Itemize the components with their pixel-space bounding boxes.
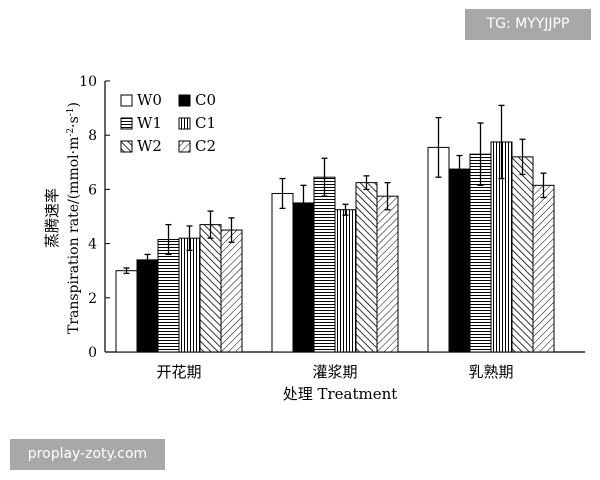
bar-c0-1 xyxy=(136,259,159,353)
x-category-labels: 开花期 灌浆期 乳熟期 xyxy=(156,363,513,381)
legend-label-w2: W2 xyxy=(137,137,162,155)
x-axis-title: 处理 Treatment xyxy=(283,385,398,403)
y-axis-title-cn: 蒸腾速率 xyxy=(43,188,61,248)
bar-w1-2 xyxy=(313,176,336,353)
error-bar-w1-2 xyxy=(321,157,328,197)
x-category-label: 乳熟期 xyxy=(468,363,513,381)
y-tick-label: 6 xyxy=(88,182,97,198)
error-bar-w0-2 xyxy=(279,177,286,210)
legend-label-w0: W0 xyxy=(137,91,162,109)
legend-label-w1: W1 xyxy=(137,114,162,132)
y-tick-label: 8 xyxy=(88,128,97,144)
watermark-top: TG: MYYJJPP xyxy=(465,9,591,40)
bar-c1-1 xyxy=(178,237,201,353)
legend-swatch-c0 xyxy=(178,94,191,107)
legend-swatch-c1 xyxy=(178,117,191,130)
bar-c0-3 xyxy=(448,168,471,353)
legend: W0 C0 W1 C1 W2 C2 xyxy=(120,91,216,155)
legend-label-c2: C2 xyxy=(195,137,216,155)
bar-w2-3 xyxy=(511,156,534,353)
bar-c2-3 xyxy=(532,184,555,353)
bar-w0-2 xyxy=(271,192,294,353)
error-bar-w0-3 xyxy=(435,116,442,178)
legend-label-c1: C1 xyxy=(195,114,216,132)
y-axis-title-mid: ·s xyxy=(66,116,82,128)
watermark-bottom: proplay-zoty.com xyxy=(10,439,165,470)
x-category-label: 灌浆期 xyxy=(312,363,357,381)
y-tick-label: 10 xyxy=(79,74,97,90)
bar-c1-2 xyxy=(334,209,357,353)
legend-label-c0: C0 xyxy=(195,91,216,109)
error-bar-w1-3 xyxy=(477,122,484,186)
error-bar-w2-3 xyxy=(519,138,526,176)
legend-swatch-w2 xyxy=(120,140,133,153)
error-bar-c2-1 xyxy=(228,217,235,243)
bar-w0-1 xyxy=(115,270,138,353)
y-tick-label: 0 xyxy=(88,345,97,361)
legend-swatch-w1 xyxy=(120,117,133,130)
error-bar-c2-2 xyxy=(384,181,391,211)
y-axis-title-sup2: -1 xyxy=(66,107,76,116)
bar-w2-2 xyxy=(355,182,378,353)
error-bar-c0-2 xyxy=(300,184,307,222)
error-bar-c1-3 xyxy=(498,104,505,180)
error-bar-c1-1 xyxy=(186,225,193,252)
error-bar-w0-1 xyxy=(123,267,130,275)
y-ticks: 0 2 4 6 8 10 xyxy=(79,74,110,361)
error-bar-c0-1 xyxy=(144,253,151,266)
error-bar-c0-3 xyxy=(456,154,463,184)
error-bar-w1-1 xyxy=(165,223,172,256)
bar-c2-1 xyxy=(220,229,243,353)
bar-w1-1 xyxy=(157,239,180,353)
error-bar-w2-2 xyxy=(363,175,370,191)
y-tick-label: 4 xyxy=(88,237,97,253)
error-bar-c2-3 xyxy=(540,172,547,199)
error-bar-c1-2 xyxy=(342,203,349,216)
y-axis-title-en: Transpiration rate/(mmol·m xyxy=(66,137,82,334)
y-axis-title-end: ) xyxy=(66,102,82,107)
y-axis-title-sup1: -2 xyxy=(66,128,76,137)
y-axis-title: Transpiration rate/(mmol·m-2·s-1) xyxy=(66,102,82,334)
legend-swatch-c2 xyxy=(178,140,191,153)
bars xyxy=(115,104,555,353)
bar-w2-1 xyxy=(199,224,222,353)
error-bar-w2-1 xyxy=(207,210,214,239)
legend-swatch-w0 xyxy=(120,94,133,107)
x-category-label: 开花期 xyxy=(156,363,201,381)
bar-c0-2 xyxy=(292,202,315,353)
y-tick-label: 2 xyxy=(88,291,97,307)
bar-w0-3 xyxy=(427,146,450,353)
bar-c2-2 xyxy=(376,195,399,353)
